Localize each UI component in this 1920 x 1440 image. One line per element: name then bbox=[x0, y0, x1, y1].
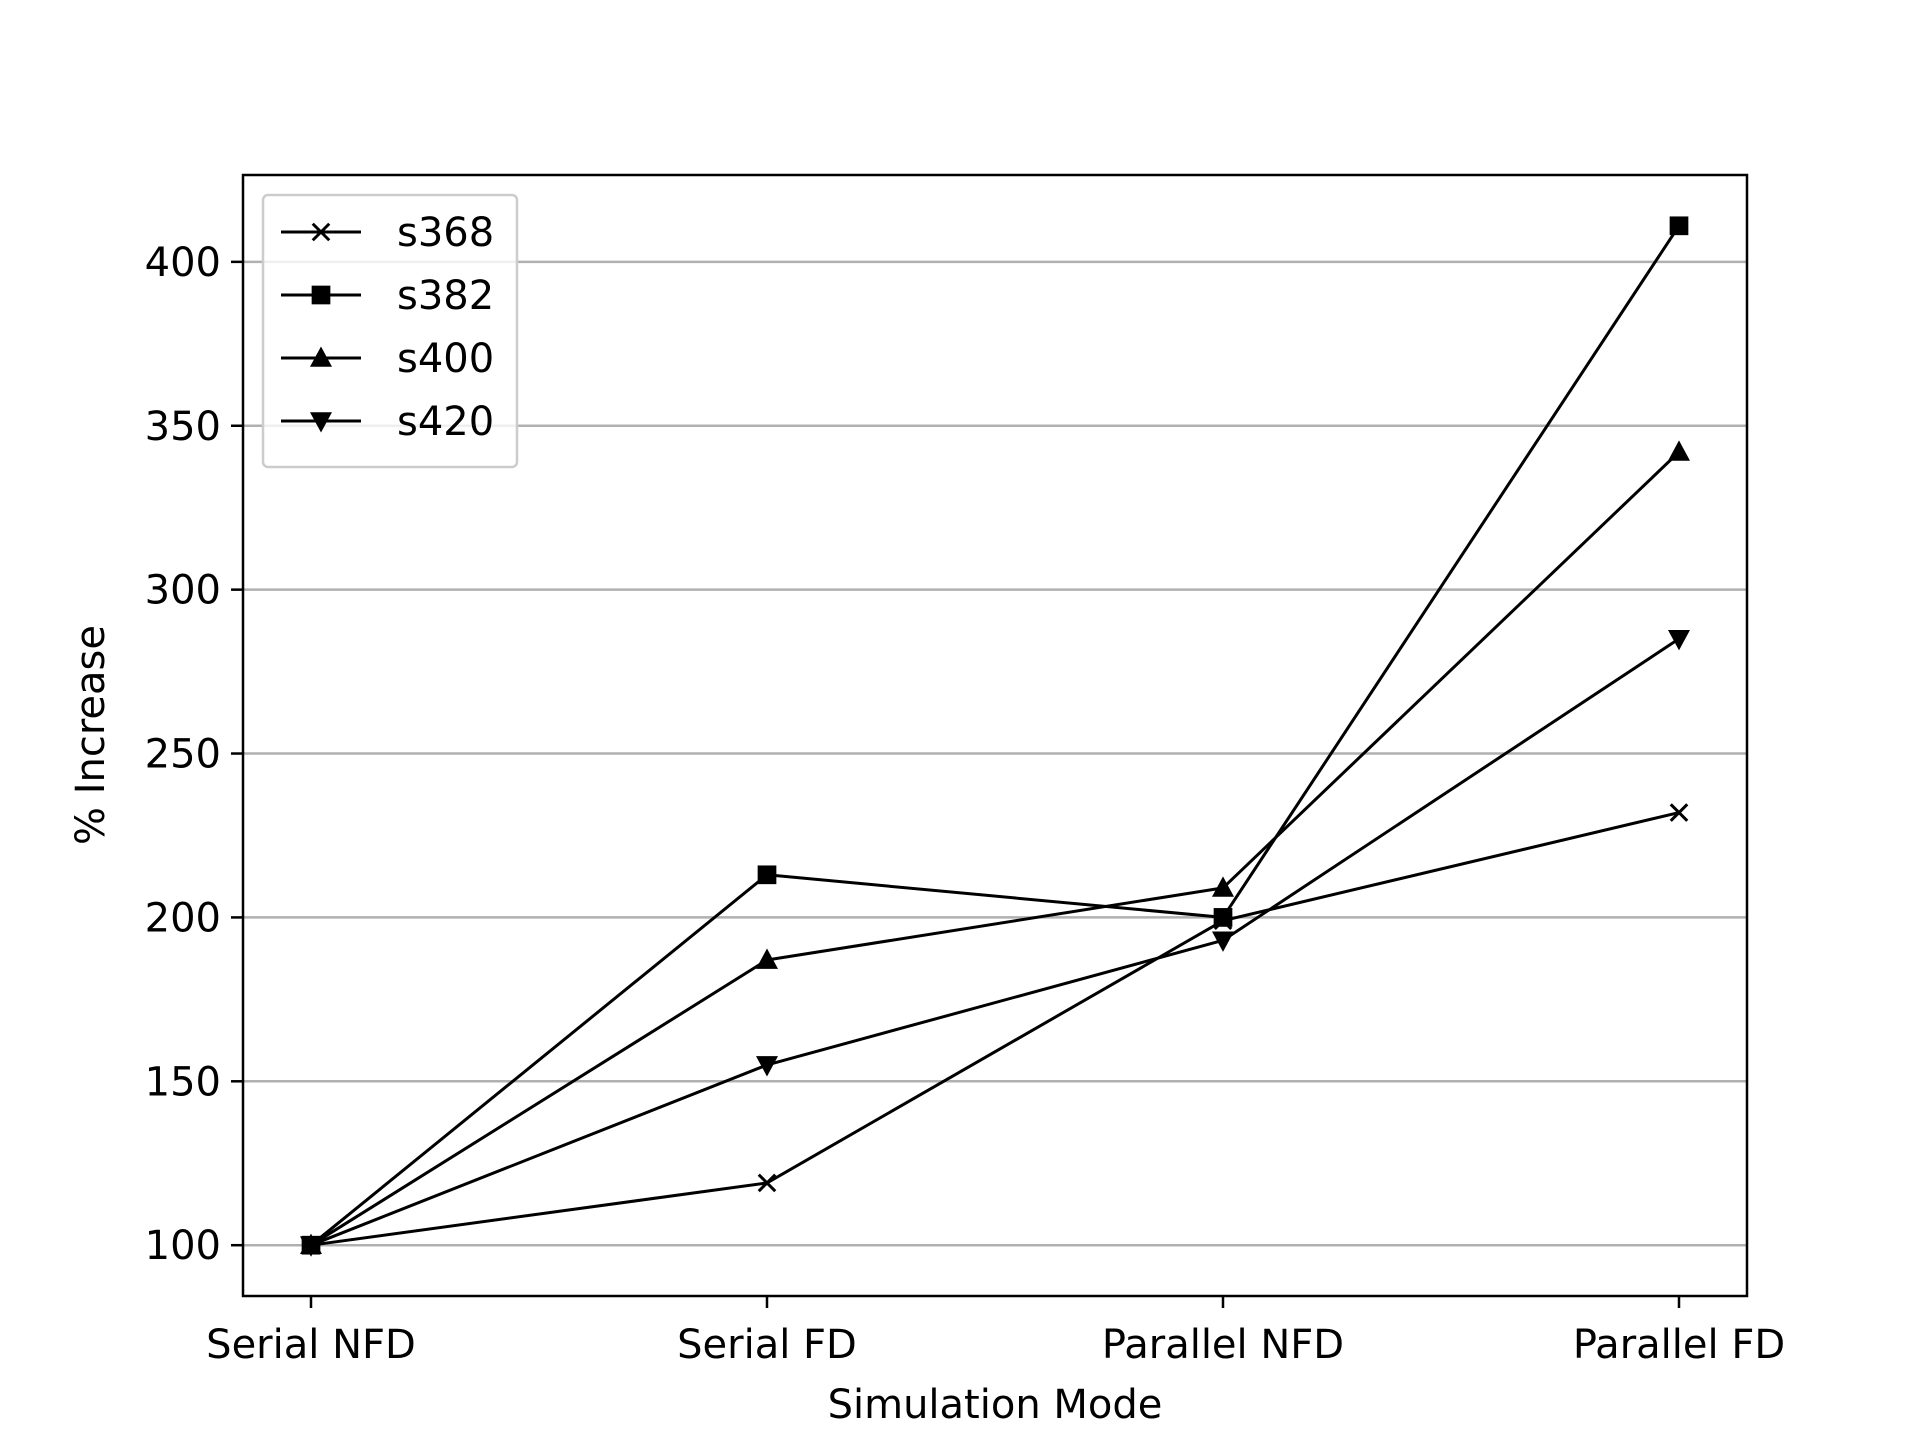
legend-label-s382: s382 bbox=[397, 273, 494, 319]
legend-box bbox=[261, 193, 519, 469]
series-line-s382 bbox=[310, 224, 1681, 1247]
series-line-s420 bbox=[310, 637, 1680, 1247]
point-s382-1 bbox=[757, 865, 777, 885]
legend-entry-s420: s420 bbox=[281, 399, 494, 445]
y-tick-label-350: 350 bbox=[145, 404, 221, 450]
x-tick-label-3: Parallel FD bbox=[1573, 1322, 1785, 1368]
axes: 100 150 200 250 300 350 400 Serial NFD Serial FD… bbox=[145, 240, 1785, 1368]
legend-entry-s400: s400 bbox=[281, 336, 494, 382]
legend-marker-s382 bbox=[311, 285, 331, 305]
legend-marker-s420 bbox=[310, 412, 332, 433]
y-tick-label-200: 200 bbox=[145, 895, 221, 941]
y-axis-label: % Increase bbox=[68, 625, 114, 845]
y-tick-label-300: 300 bbox=[145, 568, 221, 614]
legend-entry-s368: s368 bbox=[281, 210, 494, 256]
point-s400-3 bbox=[1668, 440, 1690, 461]
point-s382-2 bbox=[1213, 908, 1233, 927]
series-group bbox=[300, 216, 1690, 1257]
plot-frame bbox=[241, 173, 1749, 1298]
point-s368-3 bbox=[1669, 803, 1689, 822]
point-s420-2 bbox=[1212, 931, 1234, 952]
legend-label-s400: s400 bbox=[397, 336, 494, 382]
x-axis-label: Simulation Mode bbox=[828, 1382, 1163, 1428]
series-line-s400 bbox=[310, 450, 1681, 1247]
legend-label-s420: s420 bbox=[397, 399, 494, 445]
x-tick-label-2: Parallel NFD bbox=[1102, 1322, 1344, 1368]
series-s400 bbox=[300, 440, 1690, 1254]
legend-marker-s400 bbox=[310, 346, 332, 367]
legend-entry-s382: s382 bbox=[281, 273, 494, 319]
series-line-s368 bbox=[310, 811, 1680, 1247]
y-tick-label-250: 250 bbox=[145, 732, 221, 778]
y-tick-label-400: 400 bbox=[145, 240, 221, 286]
y-tick-label-150: 150 bbox=[145, 1059, 221, 1105]
legend-marker-s368 bbox=[311, 222, 331, 242]
legend: s368 s382 s400 s420 bbox=[261, 193, 519, 469]
point-s382-3 bbox=[1669, 216, 1689, 236]
point-s420-1 bbox=[756, 1056, 778, 1077]
point-s420-3 bbox=[1668, 630, 1690, 651]
x-tick-label-0: Serial NFD bbox=[206, 1322, 416, 1368]
x-tick-label-1: Serial FD bbox=[677, 1322, 857, 1368]
point-s368-1 bbox=[757, 1173, 777, 1193]
y-tick-label-100: 100 bbox=[145, 1223, 221, 1269]
series-s420 bbox=[300, 630, 1690, 1257]
point-s400-1 bbox=[756, 948, 778, 969]
point-s420-0 bbox=[300, 1236, 322, 1257]
gridlines bbox=[243, 260, 1747, 1247]
point-s400-2 bbox=[1212, 876, 1234, 897]
legend-label-s368: s368 bbox=[397, 210, 494, 256]
